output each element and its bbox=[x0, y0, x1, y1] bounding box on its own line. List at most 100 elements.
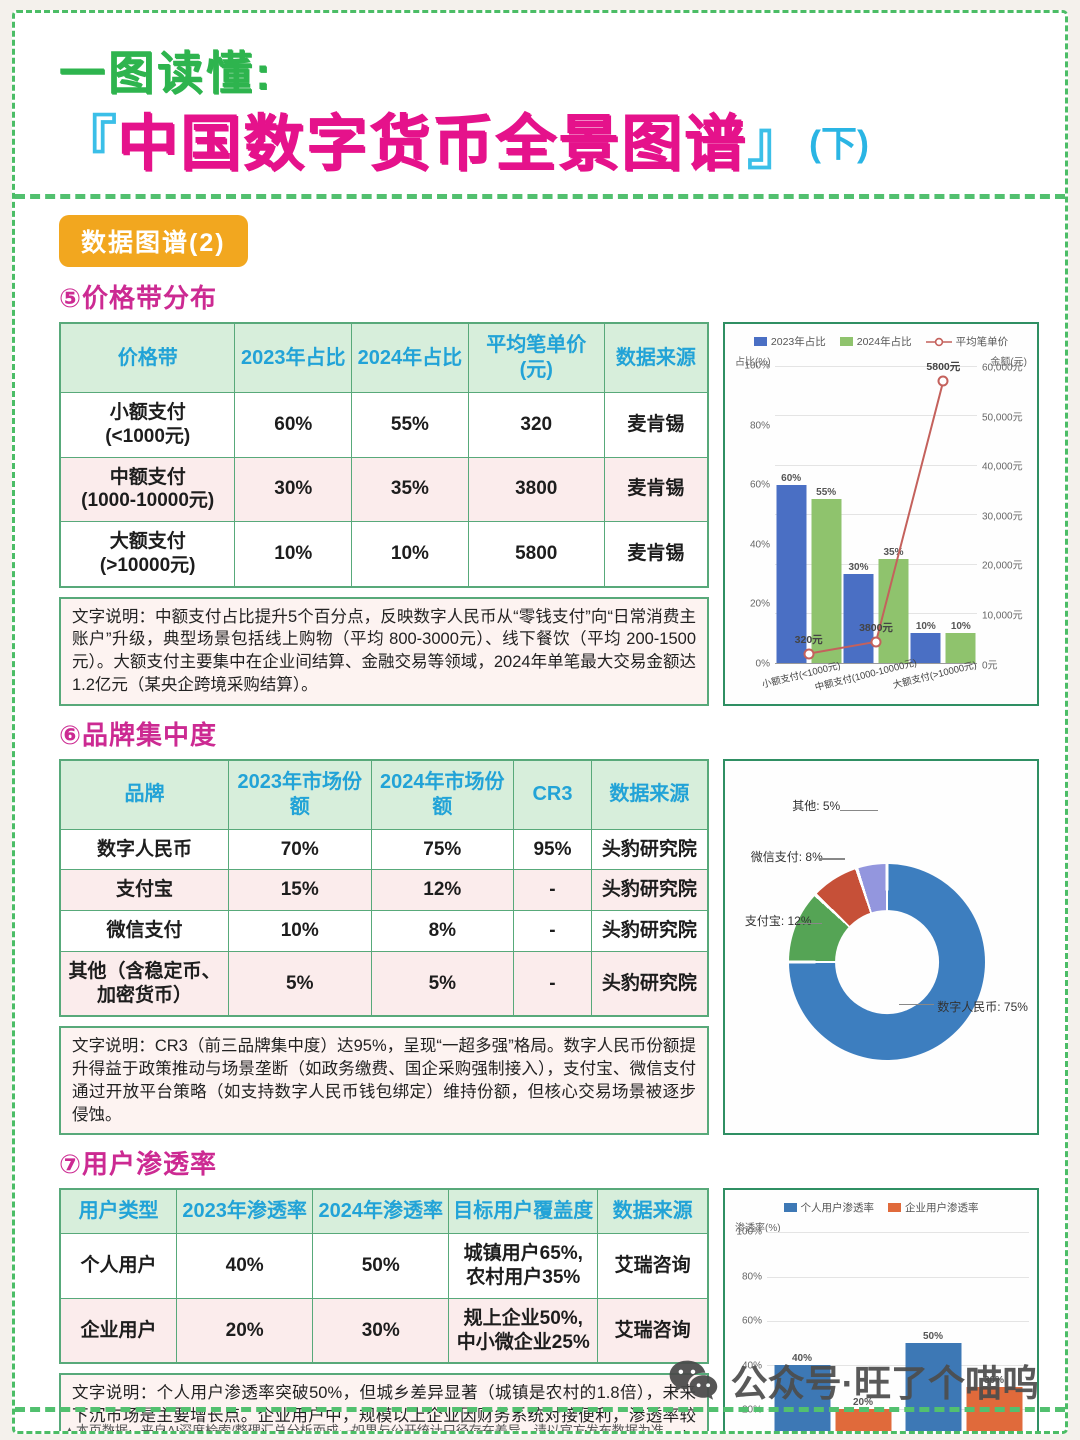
grid-line bbox=[775, 563, 977, 565]
right-axis-tick: 0元 bbox=[982, 660, 998, 672]
note-box: 文字说明：中额支付占比提升5个百分点，反映数字人民币从“零钱支付”向“日常消费主… bbox=[59, 596, 709, 706]
table-cell: 微信支付 bbox=[59, 910, 229, 952]
chart-body: 100% 80% 60% 40% 20% 0% 60% 55% 30% 35% 10% 10% 320元… bbox=[733, 361, 1029, 698]
table-header-cell: 平均笔单价(元) bbox=[467, 322, 605, 393]
line-marker bbox=[870, 636, 882, 648]
right-axis-tick: 40,000元 bbox=[982, 461, 1023, 473]
table-row: 个人用户 40% 50% 城镇用户65%, 农村用户35% 艾瑞咨询 bbox=[59, 1233, 709, 1299]
table-row: 支付宝 15% 12% - 头豹研究院 bbox=[59, 869, 709, 912]
bar-wrapper: 20% bbox=[835, 1232, 891, 1431]
line-point-label: 5800元 bbox=[926, 360, 961, 373]
table-row: 中额支付 (1000-10000元) 30% 35% 3800 麦肯锡 bbox=[59, 456, 709, 522]
x-axis-labels: 小额支付(<1000元) 中额支付(1000-10000元) 大额支付(>10000… bbox=[761, 657, 978, 698]
grid-line bbox=[767, 1276, 1029, 1278]
dashed-divider-top bbox=[15, 194, 1065, 199]
table-cell: 8% bbox=[370, 910, 515, 952]
legend-swatch bbox=[839, 337, 853, 346]
chart: 2023年占比 2024年占比 平均笔单价 占比(%) 金额(元) 100% 80% 60% 4… bbox=[725, 324, 1037, 704]
table-row: 数字人民币 70% 75% 95% 头豹研究院 bbox=[59, 828, 709, 871]
table-header-cell: 2024年市场份额 bbox=[370, 759, 515, 830]
bar-value-label: 40% bbox=[791, 1353, 812, 1365]
table-cell: 5800 bbox=[467, 521, 605, 587]
legend-swatch bbox=[753, 337, 767, 346]
table-cell: 55% bbox=[351, 392, 469, 458]
table-cell: 40% bbox=[176, 1233, 314, 1299]
page-title-suffix: (下) bbox=[809, 122, 870, 164]
table-cell: 35% bbox=[351, 456, 469, 522]
donut-leader-line bbox=[839, 809, 879, 812]
table-cell: 60% bbox=[234, 392, 353, 458]
donut-slice-label: 微信支付: 8% bbox=[750, 849, 823, 864]
title-block: 一图读懂: 『 中国数字货币全景图谱 』 (下) bbox=[15, 13, 1065, 174]
table-cell: 头豹研究院 bbox=[590, 869, 709, 912]
table-cell: 麦肯锡 bbox=[603, 392, 709, 458]
bar bbox=[910, 632, 941, 663]
brand-text: 公众号·旺了个喵呜 bbox=[730, 1363, 1039, 1404]
right-axis-ticks: 60,000元 50,000元 40,000元 30,000元 20,000元 10,00… bbox=[977, 363, 1029, 698]
right-axis-tick: 30,000元 bbox=[982, 511, 1023, 523]
legend-item: 个人用户渗透率 bbox=[783, 1200, 874, 1215]
table-cell: 小额支付 (<1000元) bbox=[59, 392, 236, 458]
left-axis-ticks: 100% 80% 60% 40% 20% 0% bbox=[733, 361, 775, 698]
table-cell: 5% bbox=[227, 950, 372, 1017]
left-axis-tick: 0% bbox=[755, 658, 770, 670]
chart-panel: 数字人民币: 75% 支付宝: 12% 微信支付: 8% 其他: 5% bbox=[723, 758, 1039, 1136]
donut-leader-line bbox=[818, 858, 846, 860]
legend-item: 2024年占比 bbox=[839, 334, 912, 349]
poster: 一图读懂: 『 中国数字货币全景图谱 』 (下) 数据图谱(2) ⑤价格带分布价… bbox=[12, 10, 1068, 1434]
chart-panel: 个人用户渗透率企业用户渗透率渗透率(%)100%80%60%40%20%0%40… bbox=[723, 1188, 1039, 1431]
bar-group: 40% 20% bbox=[774, 1232, 891, 1431]
table-header-cell: 2024年占比 bbox=[351, 322, 469, 393]
legend-label: 2023年占比 bbox=[770, 336, 826, 348]
table-cell: 95% bbox=[513, 828, 592, 871]
table-cell: - bbox=[513, 869, 592, 912]
table-header-row: 价格带 2023年占比 2024年占比 平均笔单价(元) 数据来源 bbox=[59, 322, 709, 393]
table-row: 小额支付 (<1000元) 60% 55% 320 麦肯锡 bbox=[59, 392, 709, 458]
bar bbox=[843, 573, 874, 663]
table-body: 数字人民币 70% 75% 95% 头豹研究院 支付宝 15% 12% - 头豹研究院 微信支付 10… bbox=[59, 828, 709, 1017]
table-header-cell: CR3 bbox=[513, 759, 592, 830]
table-body: 个人用户 40% 50% 城镇用户65%, 农村用户35% 艾瑞咨询 企业用户 20% 30%… bbox=[59, 1233, 709, 1364]
chart-body: 100%80%60%40%20%0%40%20%50%30%2023年2024年 bbox=[733, 1227, 1029, 1431]
table-cell: 5% bbox=[370, 950, 515, 1017]
table-cell: 中额支付 (1000-10000元) bbox=[59, 456, 236, 522]
table-cell: 15% bbox=[227, 869, 372, 912]
left-axis-tick: 60% bbox=[749, 479, 770, 491]
bar bbox=[905, 1342, 961, 1431]
table-cell: 艾瑞咨询 bbox=[597, 1233, 709, 1299]
section-badge: 数据图谱(2) bbox=[59, 215, 248, 267]
bar bbox=[774, 1365, 830, 1431]
left-axis-tick: 100% bbox=[744, 360, 770, 372]
donut-leader-line bbox=[898, 1003, 935, 1006]
data-section: ⑦用户渗透率 用户类型 2023年渗透率 2024年渗透率 目标用户覆盖度 数据来源 个人用… bbox=[59, 1144, 1039, 1431]
table-header-cell: 2023年渗透率 bbox=[176, 1188, 314, 1235]
table-row: 其他（含稳定币、 加密货币） 5% 5% - 头豹研究院 bbox=[59, 950, 709, 1017]
bar-wrapper: 50% bbox=[905, 1232, 961, 1431]
left-axis-title: 占比(%) bbox=[735, 357, 771, 368]
bar-value-label: 10% bbox=[950, 620, 971, 632]
table-cell: 50% bbox=[312, 1233, 450, 1299]
plot-column: 60% 55% 30% 35% 10% 10% 320元 3800元 5800元 小额支付(<10… bbox=[761, 361, 978, 698]
right-axis-tick: 60,000元 bbox=[982, 362, 1023, 374]
wechat-icon bbox=[669, 1360, 717, 1400]
plot-area: 40% 20% 50% 30% bbox=[767, 1232, 1029, 1431]
bar-wrapper: 40% bbox=[774, 1232, 830, 1431]
page-title-prefix: 一图读懂: bbox=[59, 47, 274, 99]
chart: 个人用户渗透率企业用户渗透率渗透率(%)100%80%60%40%20%0%40… bbox=[725, 1190, 1037, 1431]
table-header-cell: 2023年占比 bbox=[234, 322, 353, 393]
grid-line bbox=[767, 1232, 1029, 1234]
data-section: ⑤价格带分布 价格带 2023年占比 2024年占比 平均笔单价(元) 数据来源 小额支付 … bbox=[59, 278, 1039, 706]
table-cell: 30% bbox=[234, 456, 353, 522]
table-cell: 320 bbox=[467, 392, 605, 458]
bar bbox=[835, 1409, 891, 1431]
table-cell: 10% bbox=[234, 521, 353, 587]
bar-value-label: 35% bbox=[883, 546, 904, 558]
right-axis-tick: 20,000元 bbox=[982, 560, 1023, 572]
table-header-cell: 用户类型 bbox=[59, 1188, 178, 1235]
plot-area: 60% 55% 30% 35% 10% 10% 320元 3800元 5800元 bbox=[775, 361, 977, 664]
table-body: 小额支付 (<1000元) 60% 55% 320 麦肯锡 中额支付 (1000-1000… bbox=[59, 392, 709, 587]
table-row: 大额支付 (>10000元) 10% 10% 5800 麦肯锡 bbox=[59, 521, 709, 587]
table-head: 品牌 2023年市场份额 2024年市场份额 CR3 数据来源 bbox=[59, 759, 709, 830]
right-axis-title: 金额(元) bbox=[990, 357, 1027, 368]
bar-value-label: 55% bbox=[816, 487, 837, 499]
